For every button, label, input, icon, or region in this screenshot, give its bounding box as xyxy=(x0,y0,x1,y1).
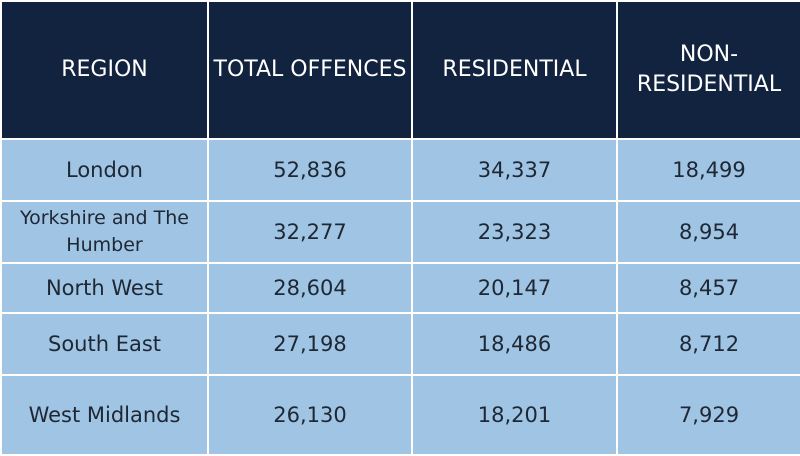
table-row: London 52,836 34,337 18,499 xyxy=(0,138,800,202)
non-residential-cell: 8,954 xyxy=(616,200,800,264)
table-row: South East 27,198 18,486 8,712 xyxy=(0,312,800,376)
non-residential-cell: 8,457 xyxy=(616,262,800,314)
non-residential-cell: 8,712 xyxy=(616,312,800,376)
residential-cell: 18,486 xyxy=(411,312,618,376)
residential-cell: 20,147 xyxy=(411,262,618,314)
residential-cell: 23,323 xyxy=(411,200,618,264)
table-header-row: REGION TOTAL OFFENCES RESIDENTIAL NON-RE… xyxy=(0,0,800,140)
column-header-residential: RESIDENTIAL xyxy=(411,0,618,140)
region-cell: West Midlands xyxy=(0,374,209,456)
residential-cell: 34,337 xyxy=(411,138,618,202)
total-offences-cell: 32,277 xyxy=(207,200,413,264)
total-offences-cell: 26,130 xyxy=(207,374,413,456)
column-header-total-offences: TOTAL OFFENCES xyxy=(207,0,413,140)
total-offences-cell: 27,198 xyxy=(207,312,413,376)
total-offences-cell: 52,836 xyxy=(207,138,413,202)
region-cell: South East xyxy=(0,312,209,376)
region-cell: London xyxy=(0,138,209,202)
total-offences-cell: 28,604 xyxy=(207,262,413,314)
table-row: North West 28,604 20,147 8,457 xyxy=(0,262,800,314)
region-cell: North West xyxy=(0,262,209,314)
non-residential-header-label: NON-RESIDENTIAL xyxy=(636,42,782,97)
table-row: Yorkshire and The Humber 32,277 23,323 8… xyxy=(0,200,800,264)
non-residential-cell: 7,929 xyxy=(616,374,800,456)
non-residential-cell: 18,499 xyxy=(616,138,800,202)
region-cell: Yorkshire and The Humber xyxy=(0,200,209,264)
table-row: West Midlands 26,130 18,201 7,929 xyxy=(0,374,800,456)
residential-cell: 18,201 xyxy=(411,374,618,456)
column-header-non-residential: NON-RESIDENTIAL xyxy=(616,0,800,140)
column-header-region: REGION xyxy=(0,0,209,140)
